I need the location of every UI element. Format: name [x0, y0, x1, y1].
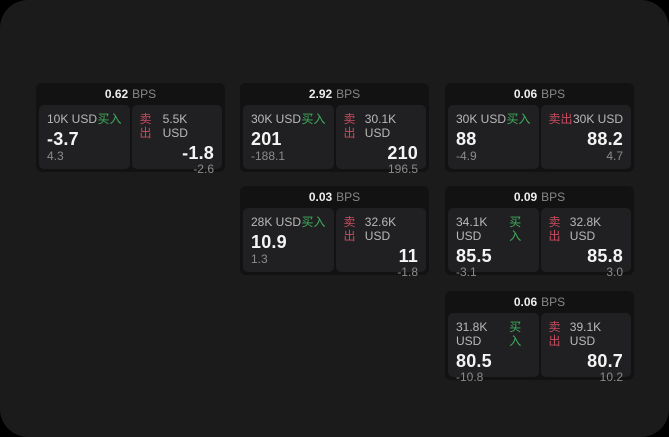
- buy-size: 34.1K USD: [456, 215, 488, 243]
- spread-header: 0.06 BPS: [448, 83, 631, 105]
- sell-panel[interactable]: 卖出 32.6K USD 11 -1.8: [335, 208, 426, 279]
- sell-delta: 4.7: [606, 149, 623, 163]
- sell-price: 88.2: [587, 129, 623, 149]
- sell-side-label: 卖出: [548, 215, 561, 243]
- buy-price: 201: [251, 129, 282, 149]
- sell-side-label: 卖出: [139, 112, 152, 140]
- sell-panel[interactable]: 卖出 5.5K USD -1.8 -2.6: [131, 105, 222, 176]
- buy-side-label: 买入: [509, 320, 522, 348]
- spread-value: 0.06: [513, 295, 538, 309]
- spread-header: 0.09 BPS: [448, 186, 631, 208]
- buy-size: 30K USD: [251, 112, 302, 126]
- sell-price: 80.7: [587, 351, 623, 371]
- buy-delta: -10.8: [456, 370, 484, 384]
- sell-price: 210: [387, 143, 418, 163]
- buy-panel[interactable]: 10K USD 买入 -3.7 4.3: [39, 105, 130, 169]
- spread-value: 0.03: [308, 190, 333, 204]
- quote-card: 2.92 BPS 30K USD 买入 201 -188.1 卖出 30.1K …: [240, 83, 429, 176]
- buy-price: 10.9: [251, 232, 287, 252]
- quote-panels: 30K USD 买入 88 -4.9 卖出 30K USD 88.2 4.7: [448, 105, 631, 169]
- sell-panel[interactable]: 卖出 30.1K USD 210 196.5: [335, 105, 426, 176]
- quote-panels: 34.1K USD 买入 85.5 -3.1 卖出 32.8K USD 85.8…: [448, 208, 631, 279]
- buy-panel[interactable]: 30K USD 买入 201 -188.1: [243, 105, 334, 169]
- quote-card: 0.03 BPS 28K USD 买入 10.9 1.3 卖出 32.6K US…: [240, 186, 429, 279]
- buy-size: 28K USD: [251, 215, 302, 229]
- quote-panels: 28K USD 买入 10.9 1.3 卖出 32.6K USD 11 -1.8: [243, 208, 426, 279]
- buy-price: 85.5: [456, 246, 492, 266]
- sell-panel[interactable]: 卖出 30K USD 88.2 4.7: [540, 105, 631, 169]
- spread-header: 0.06 BPS: [448, 291, 631, 313]
- buy-delta: 4.3: [47, 149, 64, 163]
- sell-price: 85.8: [587, 246, 623, 266]
- buy-panel[interactable]: 34.1K USD 买入 85.5 -3.1: [448, 208, 539, 279]
- spread-unit: BPS: [541, 190, 566, 204]
- sell-side-label: 卖出: [343, 215, 356, 243]
- spread-unit: BPS: [541, 87, 566, 101]
- sell-side-label: 卖出: [548, 320, 561, 348]
- quote-panels: 30K USD 买入 201 -188.1 卖出 30.1K USD 210 1…: [243, 105, 426, 176]
- sell-size: 30K USD: [572, 112, 623, 126]
- spread-unit: BPS: [541, 295, 566, 309]
- buy-side-label: 买入: [509, 215, 522, 243]
- buy-size: 30K USD: [456, 112, 507, 126]
- buy-price: -3.7: [47, 129, 79, 149]
- buy-side-label: 买入: [301, 112, 326, 126]
- buy-side-label: 买入: [506, 112, 531, 126]
- quote-card: 0.06 BPS 31.8K USD 买入 80.5 -10.8 卖出 39.1…: [445, 291, 634, 384]
- sell-panel[interactable]: 卖出 32.8K USD 85.8 3.0: [540, 208, 631, 279]
- buy-side-label: 买入: [97, 112, 122, 126]
- spread-unit: BPS: [336, 87, 361, 101]
- sell-delta: 196.5: [387, 162, 418, 176]
- sell-side-label: 卖出: [548, 112, 573, 126]
- quote-panels: 10K USD 买入 -3.7 4.3 卖出 5.5K USD -1.8 -2.…: [39, 105, 222, 176]
- buy-delta: -188.1: [251, 149, 286, 163]
- sell-side-label: 卖出: [343, 112, 356, 140]
- buy-price: 88: [456, 129, 477, 149]
- sell-size: 32.8K USD: [569, 215, 602, 243]
- buy-panel[interactable]: 31.8K USD 买入 80.5 -10.8: [448, 313, 539, 384]
- sell-size: 32.6K USD: [364, 215, 397, 243]
- sell-delta: -2.6: [193, 162, 214, 176]
- sell-size: 5.5K USD: [162, 112, 188, 140]
- spread-header: 2.92 BPS: [243, 83, 426, 105]
- spread-unit: BPS: [336, 190, 361, 204]
- buy-price: 80.5: [456, 351, 492, 371]
- buy-size: 31.8K USD: [456, 320, 488, 348]
- spread-value: 0.62: [104, 87, 129, 101]
- quote-card: 0.09 BPS 34.1K USD 买入 85.5 -3.1 卖出 32.8K…: [445, 186, 634, 279]
- quote-panels: 31.8K USD 买入 80.5 -10.8 卖出 39.1K USD 80.…: [448, 313, 631, 384]
- quote-card: 0.62 BPS 10K USD 买入 -3.7 4.3 卖出 5.5K USD: [36, 83, 225, 176]
- spread-unit: BPS: [132, 87, 157, 101]
- sell-price: 11: [398, 246, 418, 266]
- buy-side-label: 买入: [301, 215, 326, 229]
- buy-panel[interactable]: 30K USD 买入 88 -4.9: [448, 105, 539, 169]
- buy-delta: 1.3: [251, 252, 268, 266]
- sell-delta: 10.2: [599, 370, 623, 384]
- spread-value: 0.09: [513, 190, 538, 204]
- sell-panel[interactable]: 卖出 39.1K USD 80.7 10.2: [540, 313, 631, 384]
- sell-delta: 3.0: [606, 265, 623, 279]
- spread-header: 0.62 BPS: [39, 83, 222, 105]
- buy-panel[interactable]: 28K USD 买入 10.9 1.3: [243, 208, 334, 272]
- quote-card: 0.06 BPS 30K USD 买入 88 -4.9 卖出 30K USD: [445, 83, 634, 172]
- sell-price: -1.8: [182, 143, 214, 163]
- buy-delta: -4.9: [456, 149, 477, 163]
- spread-value: 2.92: [308, 87, 333, 101]
- sell-size: 30.1K USD: [364, 112, 397, 140]
- spread-value: 0.06: [513, 87, 538, 101]
- buy-delta: -3.1: [456, 265, 477, 279]
- sell-size: 39.1K USD: [569, 320, 602, 348]
- buy-size: 10K USD: [47, 112, 98, 126]
- spread-header: 0.03 BPS: [243, 186, 426, 208]
- sell-delta: -1.8: [397, 265, 418, 279]
